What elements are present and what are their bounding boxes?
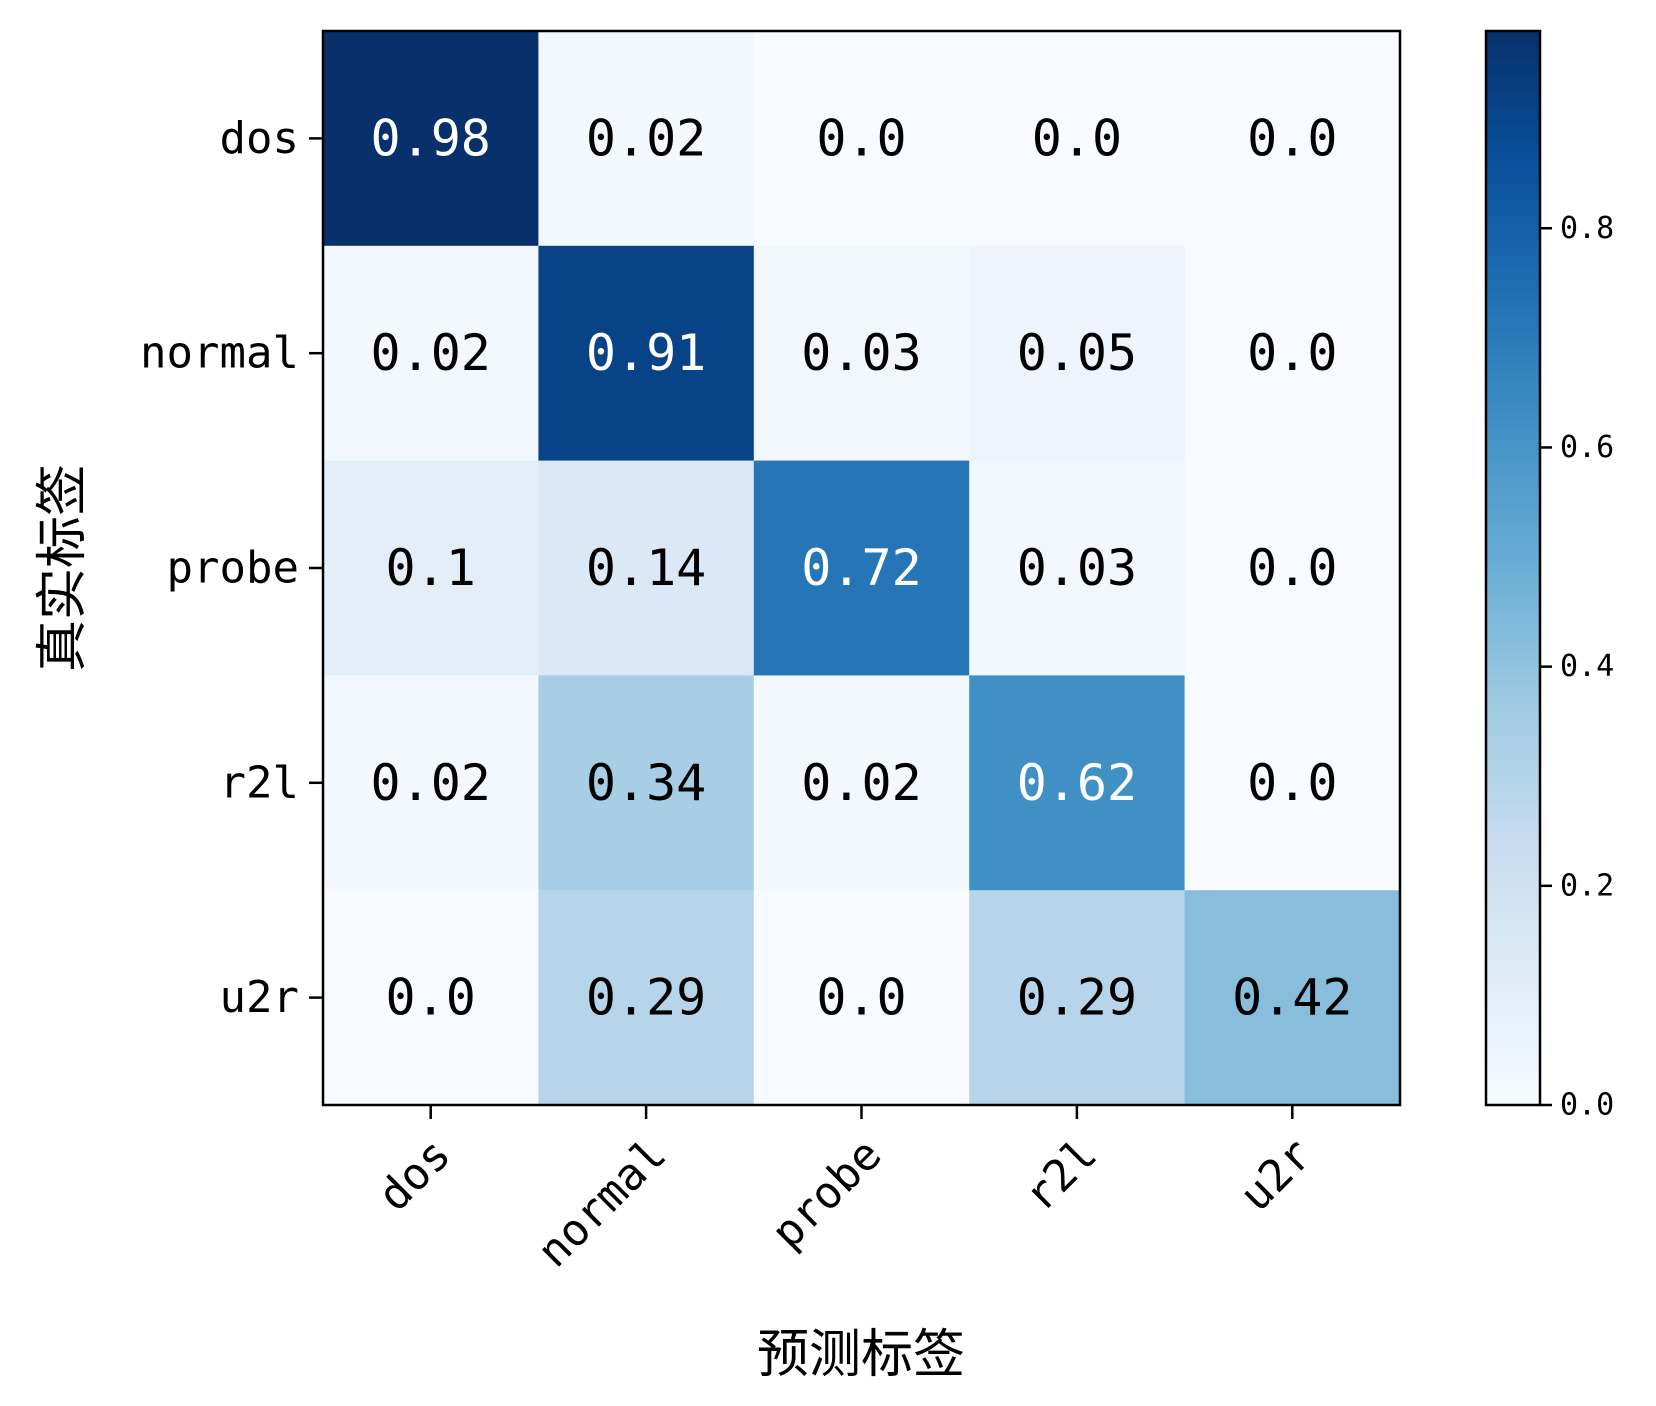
colorbar xyxy=(1484,29,1542,1107)
cell-value-label: 0.0 xyxy=(816,109,906,167)
heatmap-cell xyxy=(753,890,970,1106)
y-axis-title: 真实标签 xyxy=(33,464,93,672)
heatmap-cell xyxy=(1184,460,1401,676)
x-axis-title: 预测标签 xyxy=(757,1325,965,1385)
heatmap-cell xyxy=(1184,890,1401,1106)
colorbar-tick-label: 0.2 xyxy=(1560,868,1614,903)
cell-value-label: 0.03 xyxy=(1017,539,1137,597)
cell-value-label: 0.02 xyxy=(370,754,490,812)
heatmap-cell xyxy=(1184,675,1401,891)
heatmap-cell xyxy=(538,31,755,247)
heatmap-cell xyxy=(538,245,755,462)
cell-value-label: 0.0 xyxy=(1247,109,1337,167)
heatmap-cell xyxy=(753,245,970,462)
colorbar-ticks: 0.0 0.2 0.4 0.6 0.8 xyxy=(1540,211,1614,1123)
x-tick-label: probe xyxy=(762,1129,892,1259)
cell-value-label: 0.0 xyxy=(1247,539,1337,597)
x-tick-label: normal xyxy=(528,1129,676,1277)
y-tick-label: normal xyxy=(140,328,299,379)
cell-value-label: 0.0 xyxy=(1247,324,1337,382)
cell-value-label: 0.0 xyxy=(1247,754,1337,812)
heatmap-value-labels: 0.98 0.02 0.0 0.0 0.0 0.02 0.91 0.03 0.05 0.0 0.1 0… xyxy=(370,109,1352,1026)
heatmap-cell xyxy=(969,460,1186,676)
y-tick-label: r2l xyxy=(220,757,299,808)
heatmap-cell xyxy=(1184,245,1401,462)
heatmap-cell xyxy=(323,890,539,1106)
heatmap-cell xyxy=(969,675,1186,891)
cell-value-label: 0.02 xyxy=(801,754,921,812)
heatmap-cell xyxy=(969,31,1186,247)
heatmap-cell xyxy=(323,460,539,676)
cell-value-label: 0.42 xyxy=(1232,969,1352,1027)
y-tick-label: probe xyxy=(167,543,299,594)
cell-value-label: 0.29 xyxy=(586,969,706,1027)
cell-value-label: 0.02 xyxy=(586,109,706,167)
x-axis-ticks: dos normal probe r2l u2r xyxy=(368,1105,1322,1277)
x-tick-label: dos xyxy=(368,1129,460,1221)
cell-value-label: 0.62 xyxy=(1017,754,1137,812)
heatmap-cell xyxy=(1184,31,1401,247)
colorbar-tick-label: 0.0 xyxy=(1560,1088,1614,1123)
cell-value-label: 0.05 xyxy=(1017,324,1137,382)
cell-value-label: 0.91 xyxy=(586,324,706,382)
cell-value-label: 0.02 xyxy=(370,324,490,382)
x-tick-label: u2r xyxy=(1230,1129,1322,1221)
heatmap-cell xyxy=(753,31,970,247)
y-tick-label: u2r xyxy=(220,972,299,1023)
cell-value-label: 0.98 xyxy=(370,109,490,167)
cell-value-label: 0.72 xyxy=(801,539,921,597)
colorbar-tick-label: 0.6 xyxy=(1560,430,1614,465)
y-axis-ticks: dos normal probe r2l u2r xyxy=(140,113,323,1023)
heatmap-cells xyxy=(323,31,1401,1106)
heatmap-cell xyxy=(538,675,755,891)
cell-value-label: 0.29 xyxy=(1017,969,1137,1027)
cell-value-label: 0.0 xyxy=(816,969,906,1027)
heatmap-cell xyxy=(323,675,539,891)
heatmap-cell xyxy=(538,460,755,676)
heatmap-cell xyxy=(969,245,1186,462)
colorbar-tick-label: 0.4 xyxy=(1560,649,1614,684)
cell-value-label: 0.0 xyxy=(386,969,476,1027)
heatmap-cell xyxy=(969,890,1186,1106)
y-tick-label: dos xyxy=(220,113,299,164)
heatmap-cell xyxy=(323,31,539,247)
heatmap-cell xyxy=(323,245,539,462)
cell-value-label: 0.14 xyxy=(586,539,706,597)
x-tick-label: r2l xyxy=(1015,1129,1107,1221)
cell-value-label: 0.0 xyxy=(1032,109,1122,167)
heatmap-cell xyxy=(753,460,970,676)
heatmap-cell xyxy=(753,675,970,891)
cell-value-label: 0.1 xyxy=(386,539,476,597)
colorbar-tick-label: 0.8 xyxy=(1560,211,1614,246)
cell-value-label: 0.03 xyxy=(801,324,921,382)
heatmap-cell xyxy=(538,890,755,1106)
cell-value-label: 0.34 xyxy=(586,754,706,812)
